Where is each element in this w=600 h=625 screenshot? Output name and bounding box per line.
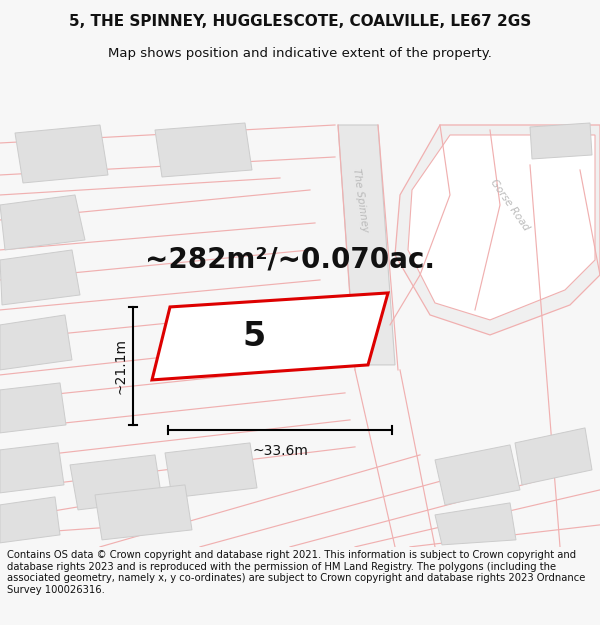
Polygon shape: [530, 123, 592, 159]
Text: ~21.1m: ~21.1m: [114, 338, 128, 394]
Polygon shape: [70, 455, 162, 510]
Polygon shape: [435, 503, 516, 545]
Polygon shape: [155, 123, 252, 177]
Polygon shape: [515, 428, 592, 485]
Polygon shape: [0, 315, 72, 370]
Polygon shape: [0, 195, 85, 250]
Text: Map shows position and indicative extent of the property.: Map shows position and indicative extent…: [108, 48, 492, 61]
Polygon shape: [338, 125, 395, 365]
Polygon shape: [95, 485, 192, 540]
Polygon shape: [0, 443, 64, 493]
Polygon shape: [408, 135, 595, 320]
Polygon shape: [435, 445, 520, 505]
Text: Gorse Road: Gorse Road: [488, 177, 532, 232]
Text: ~33.6m: ~33.6m: [252, 444, 308, 458]
Text: ~282m²/~0.070ac.: ~282m²/~0.070ac.: [145, 246, 435, 274]
Text: 5: 5: [243, 319, 266, 352]
Polygon shape: [0, 383, 66, 433]
Polygon shape: [165, 443, 257, 498]
Text: Contains OS data © Crown copyright and database right 2021. This information is : Contains OS data © Crown copyright and d…: [7, 550, 586, 595]
Polygon shape: [15, 125, 108, 183]
Polygon shape: [395, 125, 600, 335]
Polygon shape: [0, 497, 60, 543]
Text: 5, THE SPINNEY, HUGGLESCOTE, COALVILLE, LE67 2GS: 5, THE SPINNEY, HUGGLESCOTE, COALVILLE, …: [69, 14, 531, 29]
Polygon shape: [152, 293, 388, 380]
Text: The Spinney: The Spinney: [350, 168, 370, 232]
Polygon shape: [0, 250, 80, 305]
